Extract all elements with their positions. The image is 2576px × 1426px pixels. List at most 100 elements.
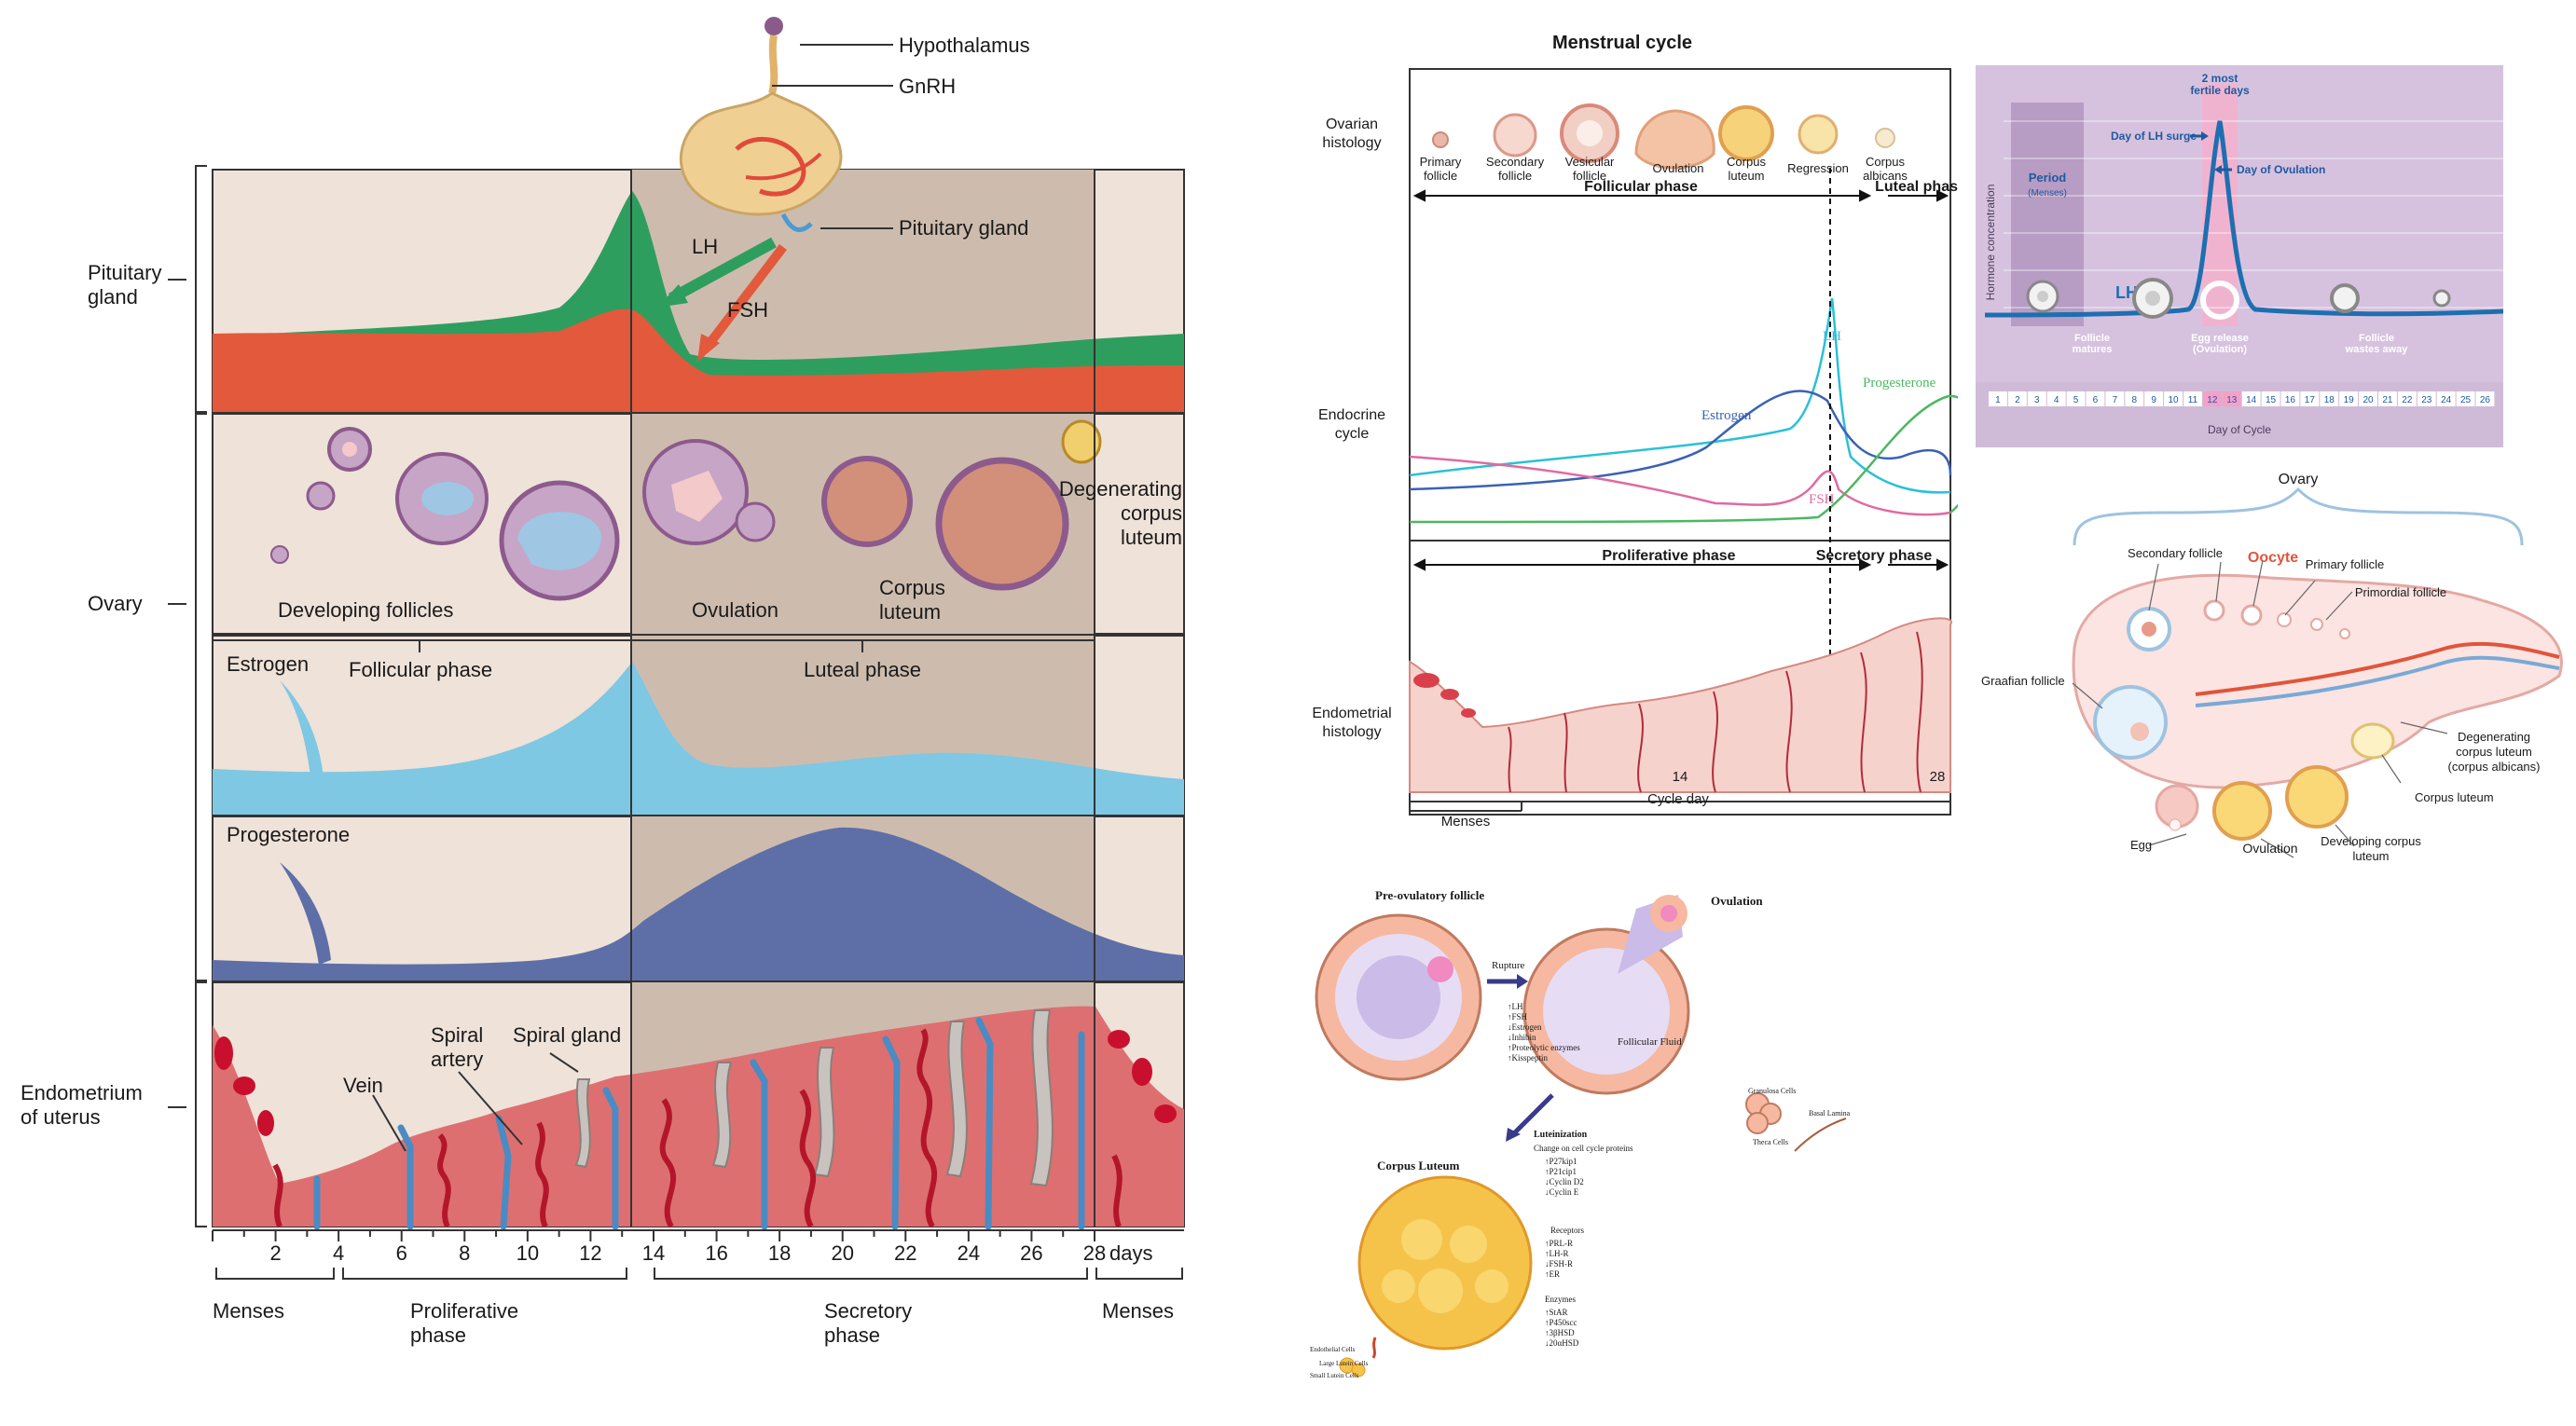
- e-small-lutein: Small Lutein Cells: [1310, 1372, 1359, 1379]
- c-day-cell: [2417, 391, 2436, 406]
- b-tick-14: 14: [1673, 769, 1688, 785]
- ovarian-stage-label: Secondary follicle: [1486, 155, 1545, 183]
- follicle-illustrations: [270, 419, 1102, 601]
- d-developing-cl: Developing corpus luteum: [2321, 834, 2421, 862]
- d-ovulation: Ovulation: [2242, 841, 2297, 856]
- day-tick-label: 4: [333, 1241, 344, 1265]
- ovarian-histology-label: Ovarian histology: [1322, 117, 1381, 151]
- e-list-item: ↑Proteolytic enzymes: [1508, 1043, 1580, 1052]
- c-day-cells: 1 2 3 4 5 6 7 8 9 10 11 12 13 14 15 16 17 18 19 20 21 22 23 24 2…: [1989, 391, 2495, 406]
- c-day-cell: [2378, 391, 2397, 406]
- e-enzyme-list: ↑StAR↑P450scc↑3βHSD↓20αHSD: [1545, 1308, 1579, 1348]
- day-tick-label: 28: [1083, 1241, 1106, 1265]
- d-ovary-brace: [2073, 487, 2524, 546]
- e-corpus-luteum-label: Corpus Luteum: [1377, 1159, 1460, 1172]
- c-day-label: 2: [2015, 395, 2020, 405]
- pituitary-gland-label: Pituitary gland: [899, 216, 1028, 240]
- c-day-cell: [2027, 391, 2046, 406]
- b-lh-curve: [1409, 297, 1951, 494]
- e-follicular-fluid: Follicular Fluid: [1618, 1036, 1682, 1048]
- day-tick-label: 16: [705, 1241, 727, 1265]
- c-day-cell: [2261, 391, 2280, 406]
- gnrh-label: GnRH: [899, 75, 956, 98]
- panel-b-title: Menstrual cycle: [1552, 33, 1692, 53]
- e-luteinization-label: Luteinization: [1534, 1130, 1588, 1140]
- c-day-label: 19: [2344, 395, 2355, 405]
- c-day-label: 1: [1995, 395, 2001, 405]
- c-fertile-label: 2 most fertile days: [2190, 72, 2250, 97]
- b-menses-label: Menses: [1441, 814, 1491, 830]
- day-tick-label: 8: [459, 1241, 470, 1265]
- luteal-phase-label: Luteal phase: [804, 658, 921, 681]
- b-estrogen-label: Estrogen: [1701, 408, 1752, 423]
- e-list-item: ↓Inhibin: [1508, 1033, 1536, 1042]
- c-day-label: 11: [2188, 395, 2198, 405]
- e-lutein-cells: [1339, 1337, 1377, 1378]
- e-cell-cycle-list: ↑P27kip1↑P21cip1↓Cyclin D2↓Cyclin E: [1545, 1157, 1584, 1197]
- c-lh-label: LH: [2115, 283, 2138, 302]
- day-ticks: [212, 1230, 1095, 1241]
- c-day-cell: [2164, 391, 2183, 406]
- c-egg-release: Egg release (Ovulation): [2191, 333, 2249, 355]
- e-list-item: ↑LH: [1508, 1002, 1523, 1011]
- e-cell-cycle-label: Change on cell cycle proteins: [1534, 1144, 1633, 1153]
- c-day-cell: [2339, 391, 2359, 406]
- menses-right-label: Menses: [1102, 1299, 1174, 1323]
- c-day-cell: [2241, 391, 2261, 406]
- b-menses-blood: [1413, 673, 1476, 718]
- fsh-curve: [213, 309, 1184, 412]
- e-list-item: ↑ER: [1545, 1269, 1560, 1279]
- e-luteinization-arrow: [1511, 1093, 1554, 1136]
- day-tick-label: 2: [269, 1241, 281, 1265]
- e-endothelial: Endothelial Cells: [1310, 1346, 1356, 1353]
- phase-brackets: [215, 1268, 1183, 1280]
- c-day-cell: [2222, 391, 2241, 406]
- c-day-cell: [2397, 391, 2417, 406]
- d-ovary-body: [2072, 573, 2563, 789]
- b-proliferative: Proliferative phase: [1602, 548, 1735, 564]
- b-secretory: Secretory phase: [1816, 548, 1933, 564]
- row-label-ovary: Ovary: [88, 592, 143, 615]
- spiral-glands: [574, 1009, 1054, 1187]
- d-graafian-follicle: Graafian follicle: [1981, 674, 2065, 688]
- b-luteal-phase: Luteal phase: [1875, 179, 1958, 195]
- e-list-item: ↑P21cip1: [1545, 1167, 1577, 1176]
- left-brackets: [195, 165, 207, 1227]
- menses-left-label: Menses: [213, 1299, 284, 1323]
- c-day-cell: [2125, 391, 2144, 406]
- ovarian-stage-label: Corpus luteum: [1727, 155, 1766, 183]
- e-ovulation-label: Ovulation: [1711, 894, 1763, 908]
- c-day-label: 10: [2168, 395, 2179, 405]
- c-day-label: 5: [2073, 395, 2079, 405]
- e-basal-lamina: Basal Lamina: [1809, 1109, 1851, 1117]
- c-day-label: 24: [2441, 395, 2452, 405]
- b-progesterone-curve: [1409, 394, 1958, 524]
- c-day-cell: [1989, 391, 2007, 406]
- c-day-cell: [2359, 391, 2377, 406]
- d-leader-lines: [2072, 559, 2448, 858]
- e-enzymes-label: Enzymes: [1545, 1295, 1576, 1304]
- c-day-cell: [2086, 391, 2105, 406]
- e-list-item: ↑Kisspeptin: [1508, 1053, 1549, 1063]
- c-day-label: 23: [2421, 395, 2432, 405]
- c-day-label: 12: [2207, 395, 2218, 405]
- c-day-cell: [2007, 391, 2027, 406]
- d-corpus-luteum: Corpus luteum: [2415, 790, 2494, 804]
- panel-b-menstrual-cycle: Menstrual cycle Ovarian histology Endocri…: [1312, 33, 1958, 830]
- c-day-label: 20: [2362, 395, 2374, 405]
- e-list-item: ↑LH-R: [1545, 1249, 1569, 1258]
- c-day-cell: [2320, 391, 2339, 406]
- b-lh-label: LH: [1823, 329, 1841, 344]
- e-ovulating-follicle: [1522, 895, 1690, 1095]
- progesterone-arrow: [280, 862, 331, 965]
- c-follicle-wastes: Follicle wastes away: [2345, 333, 2409, 355]
- progesterone-curve: [213, 827, 1184, 980]
- b-progesterone-label: Progesterone: [1863, 376, 1936, 391]
- e-list-item: ↑PRL-R: [1545, 1239, 1573, 1248]
- ovarian-stage-label: Vesicular follicle: [1565, 155, 1615, 183]
- day-tick-label: 22: [894, 1241, 916, 1265]
- c-day-cell: [2300, 391, 2320, 406]
- d-primordial-follicle: Primordial follicle: [2355, 585, 2446, 599]
- ovarian-stage-images: [1432, 103, 1895, 170]
- ovulation-label: Ovulation: [692, 598, 778, 622]
